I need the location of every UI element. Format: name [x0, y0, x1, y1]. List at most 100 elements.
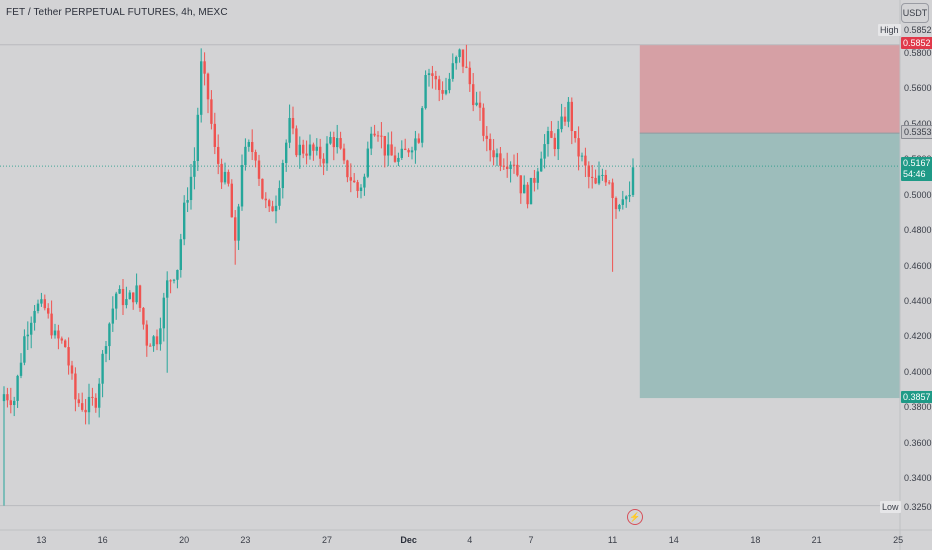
candle-body	[523, 184, 526, 194]
candle-body	[57, 330, 60, 339]
candle-body	[397, 157, 400, 162]
candle-body	[251, 142, 254, 152]
candle-body	[621, 199, 624, 205]
candle-body	[155, 336, 159, 345]
y-tick-label: 0.4800	[904, 225, 932, 236]
candle-body	[424, 75, 427, 109]
candle-body	[128, 292, 131, 300]
candle-body	[407, 149, 410, 153]
candle-body	[179, 239, 182, 270]
candle-body	[193, 160, 196, 177]
candle-body	[608, 182, 611, 184]
candle-body	[196, 114, 199, 161]
candle-body	[278, 188, 281, 206]
candle-body	[16, 375, 19, 401]
candle-body	[30, 322, 33, 335]
candle-body	[305, 153, 308, 156]
candle-body	[281, 162, 284, 189]
candle-body	[325, 143, 329, 164]
candle-body	[584, 155, 587, 166]
candle-body	[574, 131, 577, 139]
candle-body	[13, 400, 16, 406]
candle-body	[591, 176, 594, 178]
candle-body	[176, 269, 179, 280]
candle-body	[104, 346, 108, 354]
candle-body	[489, 138, 492, 151]
candle-body	[33, 310, 36, 323]
lightning-icon[interactable]: ⚡	[627, 509, 643, 525]
candle-body	[149, 345, 152, 347]
high-label: High	[878, 24, 901, 36]
candle-body	[162, 297, 165, 329]
x-tick-label: 14	[668, 535, 679, 545]
reference-lines	[0, 44, 900, 507]
x-tick-label: 18	[750, 535, 761, 545]
candle-body	[359, 187, 363, 192]
current-price-label: 0.5167 54:46	[901, 157, 932, 181]
candle-body	[366, 148, 369, 177]
candle-body	[594, 177, 597, 184]
candle-body	[213, 123, 216, 147]
candle-body	[87, 396, 91, 413]
x-tick-label: 7	[528, 535, 534, 545]
stop-price-label: 0.5852	[901, 37, 932, 49]
candle-body	[244, 146, 247, 165]
x-tick-label: 27	[321, 535, 333, 545]
candle-body	[421, 108, 424, 143]
candle-body	[625, 196, 628, 200]
candle-body	[495, 153, 499, 158]
candle-body	[383, 135, 386, 156]
candle-body	[451, 63, 454, 79]
low-label: Low	[880, 501, 901, 513]
candle-body	[550, 131, 553, 138]
candle-body	[557, 129, 560, 150]
candle-body	[373, 133, 376, 136]
candle-body	[6, 394, 9, 401]
candle-body	[611, 182, 614, 199]
candle-body	[461, 49, 465, 67]
candle-body	[614, 198, 618, 210]
candle-body	[604, 174, 607, 183]
y-tick-label: 0.5400	[904, 118, 932, 129]
candle-body	[60, 338, 63, 341]
candle-body	[64, 340, 67, 348]
candle-body	[121, 288, 125, 306]
candle-body	[465, 66, 468, 68]
x-tick-label: 16	[97, 535, 108, 545]
candle-body	[230, 183, 233, 218]
x-tick-label: 21	[811, 535, 822, 545]
candle-body	[295, 128, 298, 156]
candle-body	[43, 299, 46, 309]
candle-body	[414, 138, 417, 151]
take-profit-zone	[639, 133, 900, 399]
candle-body	[77, 399, 80, 404]
candle-body	[509, 164, 512, 170]
candle-body	[356, 182, 359, 192]
candle-body	[492, 150, 495, 158]
candle-body	[189, 176, 193, 201]
candle-body	[237, 206, 240, 241]
candle-body	[271, 206, 274, 212]
candle-body	[261, 178, 264, 199]
candle-body	[111, 308, 114, 324]
candle-body	[223, 171, 227, 183]
candle-body	[567, 101, 570, 122]
candle-body	[274, 205, 278, 212]
y-tick-label: 0.4400	[904, 295, 932, 306]
candle-body	[234, 217, 237, 241]
x-tick-label: 20	[179, 535, 190, 545]
candle-body	[519, 175, 522, 194]
candle-body	[540, 158, 543, 172]
y-tick-label: 0.4600	[904, 260, 932, 271]
candle-body	[444, 90, 448, 94]
candle-body	[458, 49, 461, 58]
currency-button[interactable]: USDT	[901, 3, 929, 23]
candle-body	[387, 144, 390, 156]
stop-loss-zone	[639, 44, 900, 134]
candle-body	[264, 198, 267, 201]
candle-body	[322, 158, 325, 164]
candle-body	[172, 279, 176, 281]
y-tick-label: 0.5000	[904, 189, 932, 200]
candle-body	[536, 171, 539, 183]
